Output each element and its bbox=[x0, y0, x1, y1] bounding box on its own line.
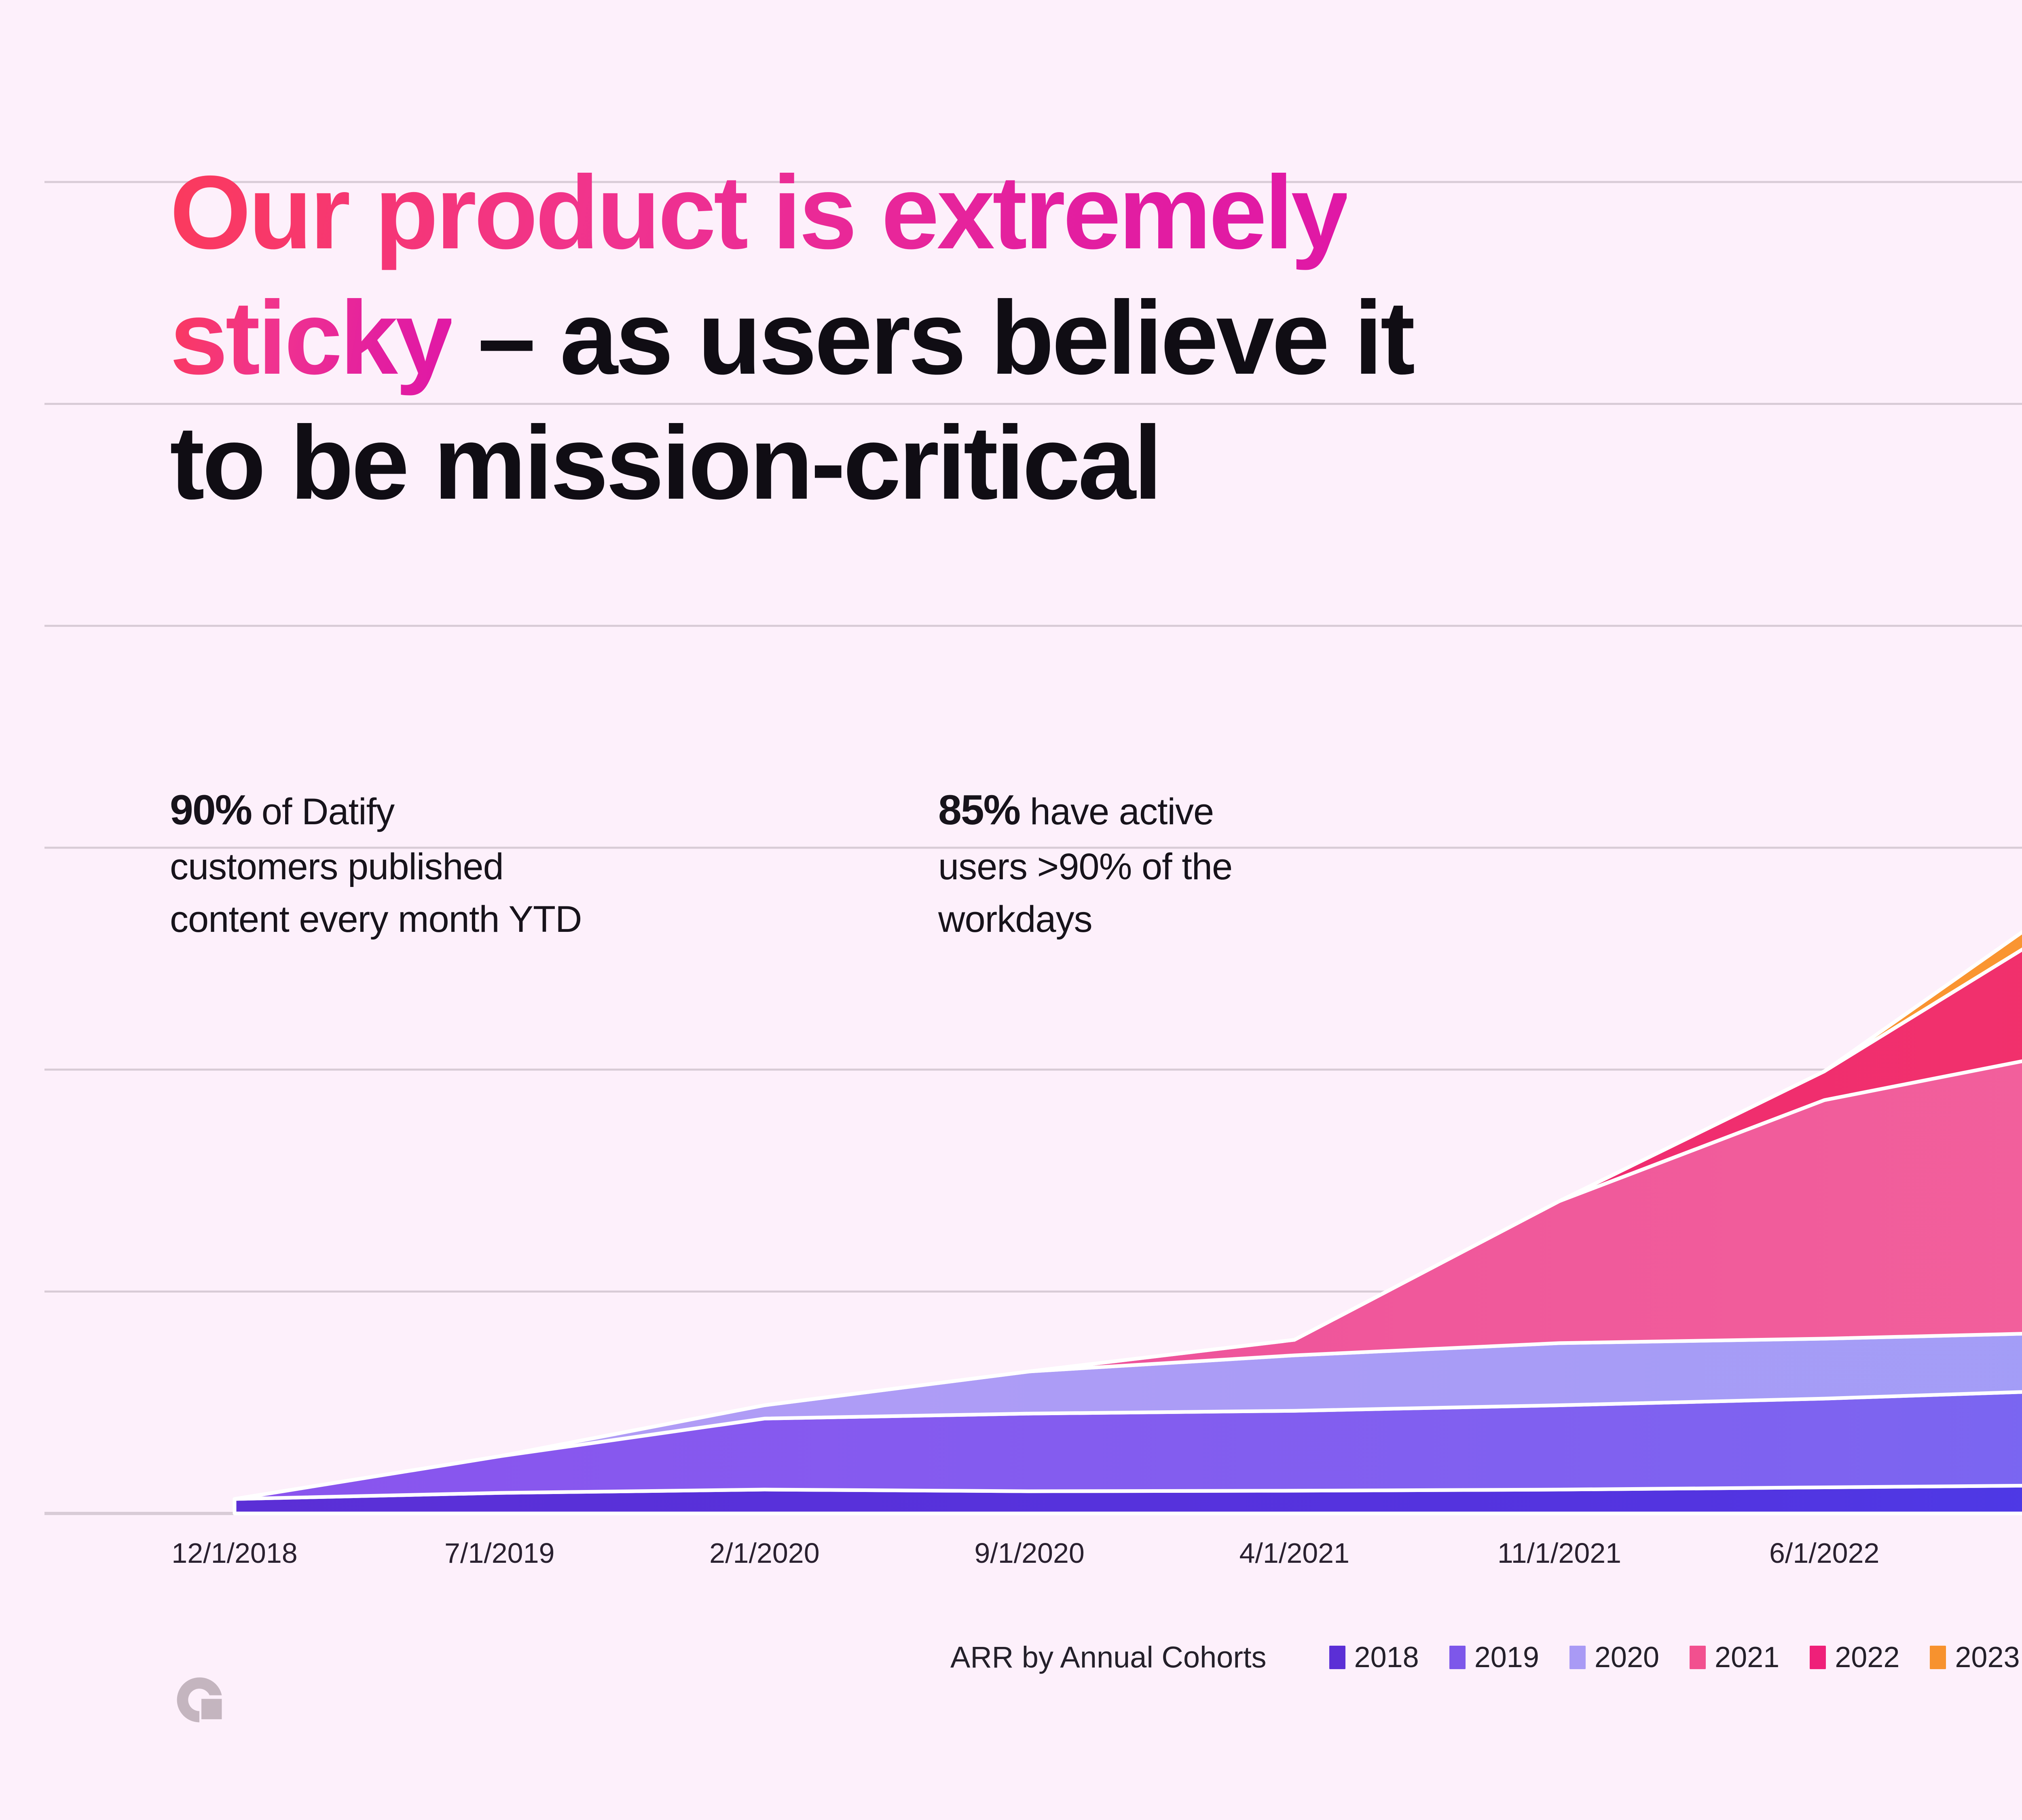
title-line2-rest: – as users believe it bbox=[451, 279, 1415, 396]
legend-swatch-2020 bbox=[1569, 1645, 1586, 1669]
legend-swatch-2023 bbox=[1930, 1645, 1946, 1669]
legend-label-2020: 2020 bbox=[1594, 1641, 1660, 1674]
legend-label-2019: 2019 bbox=[1474, 1641, 1539, 1674]
x-axis-label-6: 6/1/2022 bbox=[1769, 1537, 1880, 1569]
legend-swatch-2019 bbox=[1449, 1645, 1466, 1669]
title-line3: to be mission-critical bbox=[170, 404, 1163, 521]
stat-2-line2: users >90% of the bbox=[938, 846, 1233, 887]
legend-item-2018[interactable]: 2018 bbox=[1329, 1641, 1419, 1674]
stat-2-value: 85% bbox=[938, 787, 1021, 834]
logo-g-icon bbox=[177, 1677, 222, 1723]
legend-swatch-2022 bbox=[1810, 1645, 1826, 1669]
legend-item-2022[interactable]: 2022 bbox=[1810, 1641, 1899, 1674]
stat-block-1: 90% of Datify customers published conten… bbox=[170, 781, 938, 946]
chart-areas bbox=[233, 930, 2022, 1515]
stats-row: 90% of Datify customers published conten… bbox=[170, 781, 1707, 946]
legend-label-2021: 2021 bbox=[1715, 1641, 1780, 1674]
legend-swatch-2018 bbox=[1329, 1645, 1345, 1669]
company-logo-icon bbox=[174, 1674, 225, 1725]
x-axis-label-0: 12/1/2018 bbox=[171, 1537, 298, 1569]
area-band-2024 bbox=[233, 930, 2022, 1501]
stat-1-value: 90% bbox=[170, 787, 252, 834]
chart-legend: ARR by Annual Cohorts 2018 2019 2020 2021 20… bbox=[950, 1640, 2022, 1674]
x-axis-label-2: 2/1/2020 bbox=[709, 1537, 820, 1569]
x-axis-label-3: 9/1/2020 bbox=[974, 1537, 1085, 1569]
legend-item-2021[interactable]: 2021 bbox=[1690, 1641, 1779, 1674]
legend-item-2023[interactable]: 2023 bbox=[1930, 1641, 2020, 1674]
stat-2-line1: have active bbox=[1020, 791, 1214, 832]
title-line1-gradient: Our product is extremely bbox=[170, 154, 1349, 271]
legend-item-2019[interactable]: 2019 bbox=[1449, 1641, 1539, 1674]
stat-1-line3: content every month YTD bbox=[170, 899, 582, 940]
legend-swatch-2021 bbox=[1690, 1645, 1706, 1669]
stat-2-line3: workdays bbox=[938, 899, 1093, 940]
legend-title: ARR by Annual Cohorts bbox=[950, 1640, 1267, 1674]
stat-1-line1: of Datify bbox=[252, 791, 395, 832]
stat-block-2: 85% have active users >90% of the workda… bbox=[938, 781, 1707, 946]
legend-items: 2018201920202021202220232024 bbox=[1329, 1641, 2022, 1674]
legend-label-2023: 2023 bbox=[1955, 1641, 2020, 1674]
x-axis-label-4: 4/1/2021 bbox=[1239, 1537, 1350, 1569]
legend-item-2020[interactable]: 2020 bbox=[1569, 1641, 1659, 1674]
legend-label-2022: 2022 bbox=[1835, 1641, 1900, 1674]
title-line2-gradient: sticky bbox=[170, 279, 454, 396]
page-title: Our product is extremely sticky – as use… bbox=[170, 150, 1990, 525]
x-axis-label-5: 11/1/2021 bbox=[1497, 1537, 1622, 1569]
legend-label-2018: 2018 bbox=[1354, 1641, 1419, 1674]
stat-1-line2: customers published bbox=[170, 846, 504, 887]
x-axis-label-1: 7/1/2019 bbox=[444, 1537, 555, 1569]
